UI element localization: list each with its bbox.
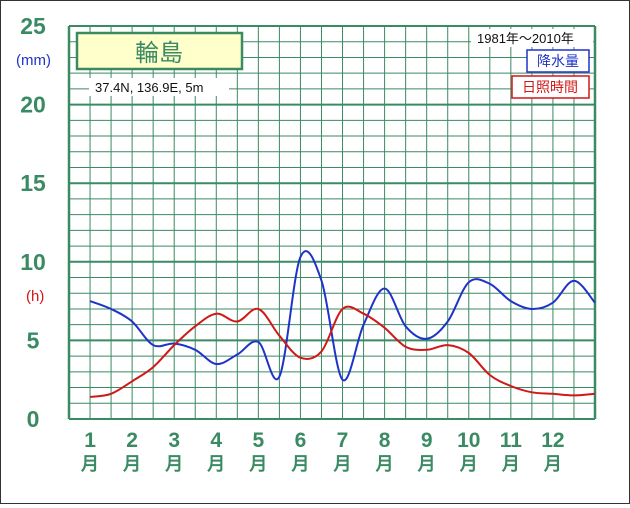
station-coords-bg: [89, 78, 229, 96]
station-name-box: [75, 31, 244, 71]
sunshine-line: [89, 305, 596, 398]
legend-precip-label: 降水量: [537, 53, 579, 69]
month-number-label: 11: [500, 429, 523, 452]
month-suffix-label: 月: [248, 454, 267, 474]
y-axis-ticks: 0 5 10 15 20 25: [20, 13, 46, 432]
grid: [67, 25, 597, 420]
month-suffix-label: 月: [459, 454, 478, 474]
month-suffix-label: 月: [290, 454, 309, 474]
month-number-label: 2: [126, 429, 138, 452]
series-lines: [89, 250, 596, 398]
y-tick-label: 20: [20, 92, 46, 118]
period-label: 1981年〜2010年: [477, 31, 574, 46]
legend-sunshine-box: [511, 75, 590, 99]
month-suffix-label: 月: [80, 454, 99, 474]
month-number-label: 10: [457, 429, 480, 452]
sunshine-unit-label: (h): [26, 288, 44, 305]
month-suffix-label: 月: [206, 454, 225, 474]
legend-precip-box: [526, 49, 590, 73]
legend-sunshine-label: 日照時間: [522, 79, 578, 95]
month-number-label: 7: [337, 429, 349, 452]
month-number-label: 3: [168, 429, 180, 452]
month-number-label: 4: [210, 429, 222, 452]
y-tick-label: 5: [27, 327, 40, 353]
month-suffix-label: 月: [333, 454, 352, 474]
y-tick-label: 25: [20, 13, 46, 39]
month-number-label: 1: [84, 429, 96, 452]
month-number-label: 12: [541, 429, 564, 452]
precip-unit-label: (mm): [16, 52, 51, 69]
month-number-label: 9: [421, 429, 433, 452]
y-tick-label: 10: [20, 249, 46, 275]
month-number-label: 6: [295, 429, 307, 452]
month-suffix-label: 月: [164, 454, 183, 474]
station-name: 輪島: [135, 40, 183, 67]
y-tick-label: 0: [27, 406, 40, 432]
station-coords: 37.4N, 136.9E, 5m: [95, 80, 203, 95]
month-number-label: 5: [253, 429, 265, 452]
month-suffix-label: 月: [417, 454, 436, 474]
month-number-label: 8: [379, 429, 391, 452]
month-suffix-label: 月: [543, 454, 562, 474]
month-suffix-label: 月: [122, 454, 141, 474]
y-tick-label: 15: [20, 170, 46, 196]
period-bg: [471, 29, 593, 47]
month-suffix-label: 月: [375, 454, 394, 474]
month-suffix-label: 月: [501, 454, 520, 474]
